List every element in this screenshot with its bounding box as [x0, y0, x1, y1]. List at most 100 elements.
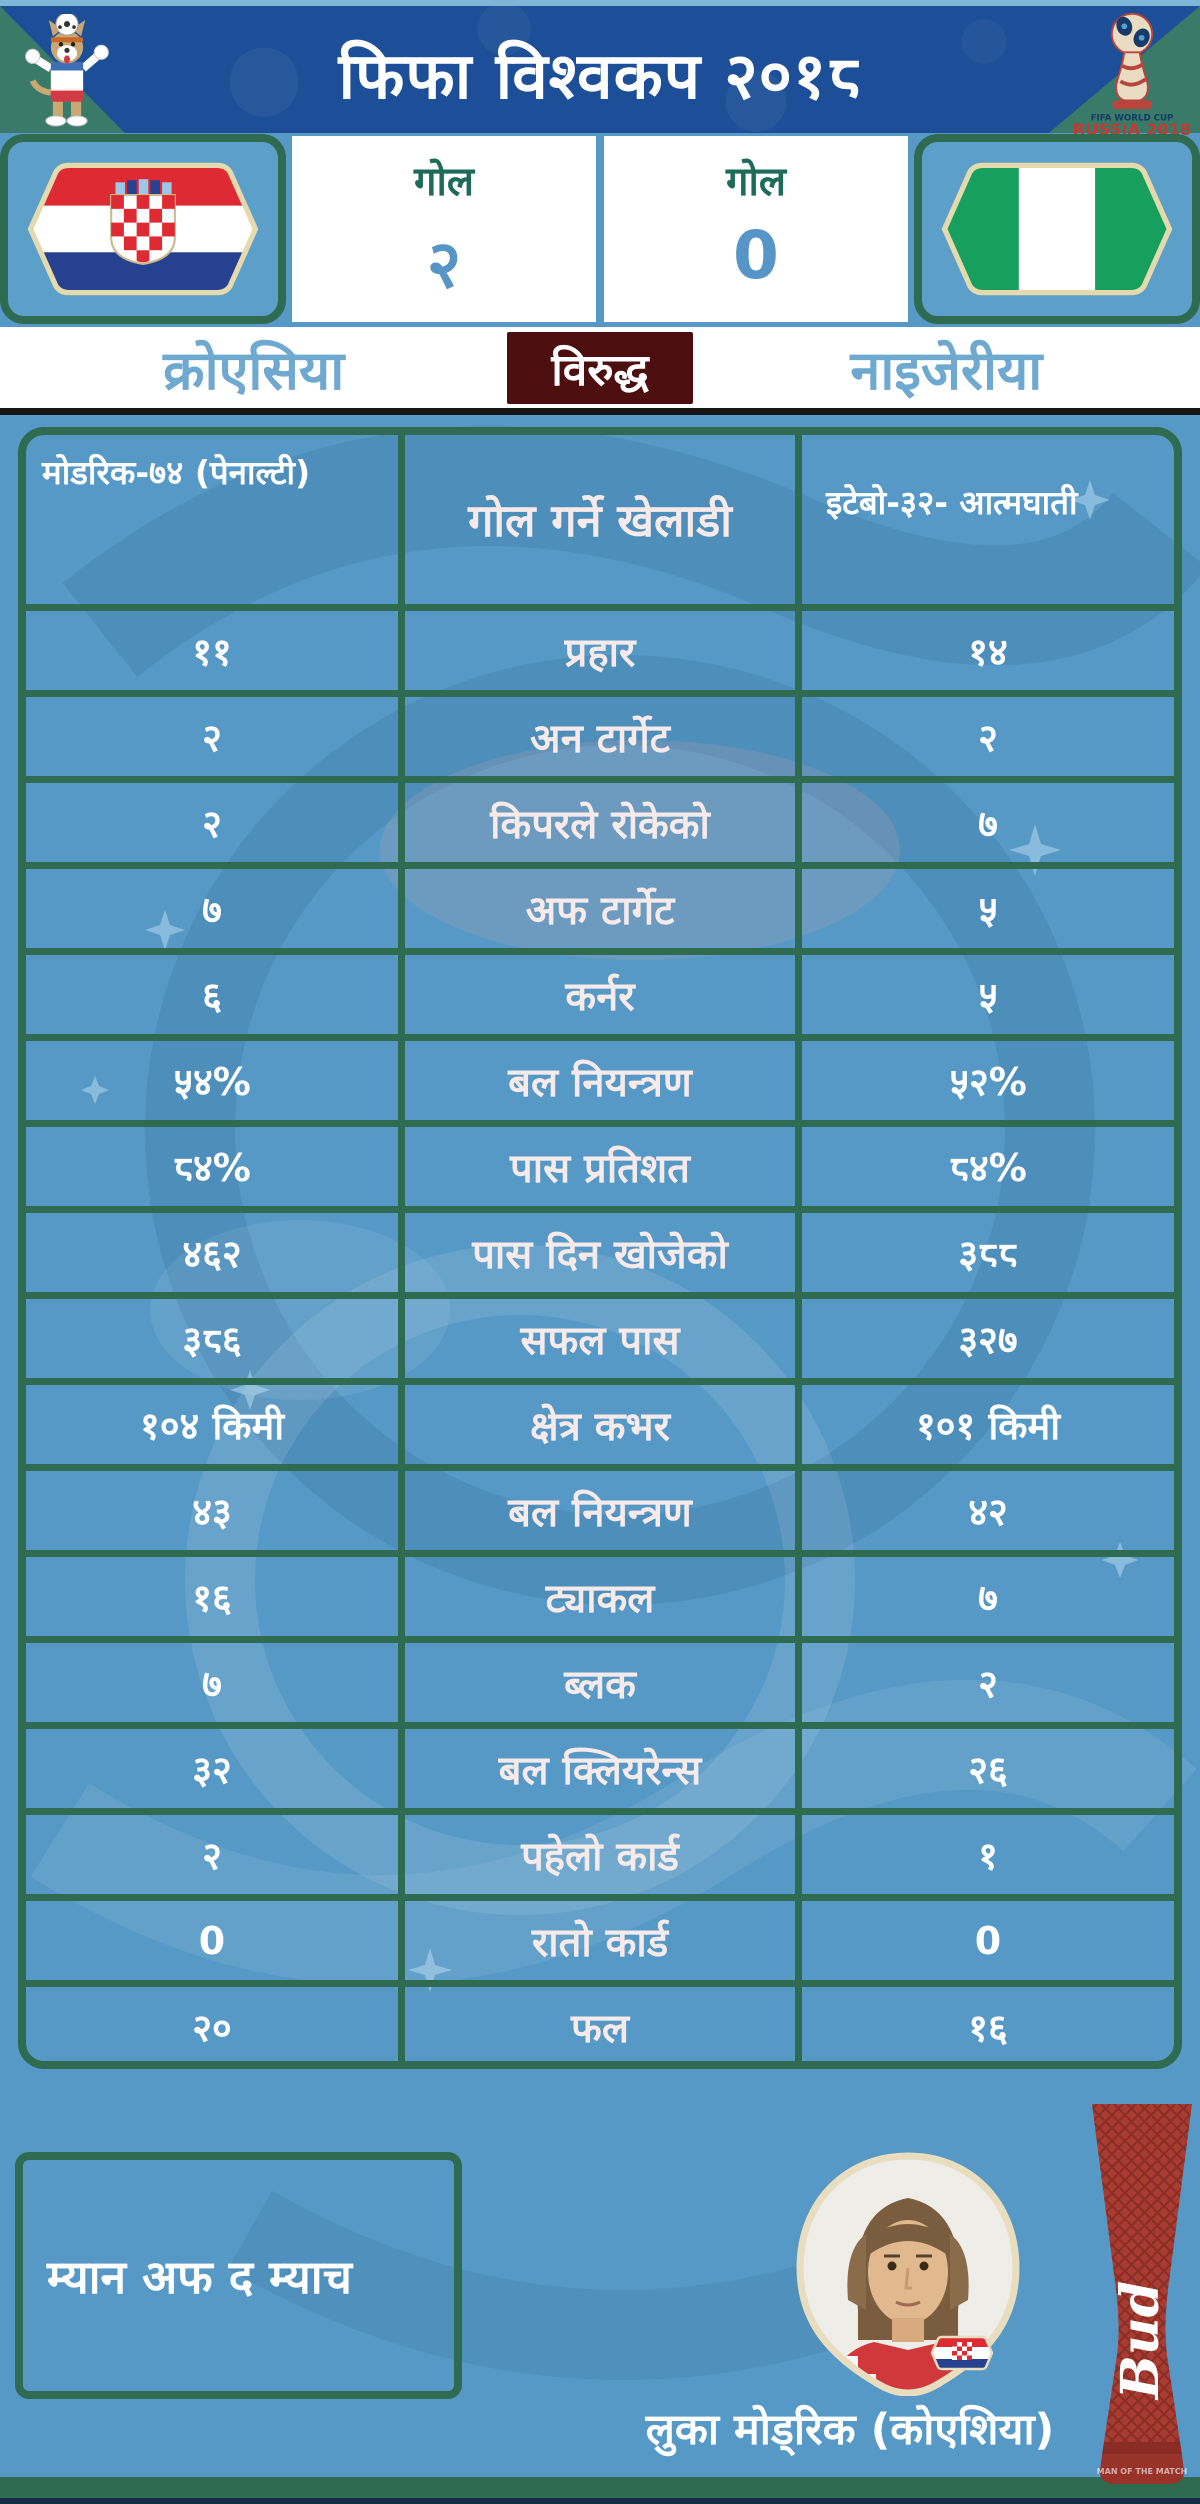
bottom-navy-strip	[0, 2498, 1200, 2504]
away-score: 0	[733, 217, 779, 294]
stat-label: बल क्लियरेन्स	[398, 1729, 802, 1808]
zabivaka-mascot-icon	[25, 14, 109, 127]
home-value: 0	[198, 1918, 226, 1963]
home-value: ४६२	[182, 1231, 242, 1276]
away-value: १४	[968, 629, 1008, 674]
away-value: ७	[978, 1575, 998, 1620]
stat-label: ब्लक	[398, 1643, 802, 1722]
stat-row-off-target: ७ अफ टार्गेट ५	[26, 862, 1174, 948]
home-value: ११	[192, 629, 232, 674]
stat-label: ट्याकल	[398, 1557, 802, 1636]
stat-row-distance-covered: १०४ किमी क्षेत्र कभर १०१ किमी	[26, 1378, 1174, 1464]
away-value: १६	[968, 2005, 1008, 2050]
stat-label: अन टार्गेट	[398, 697, 802, 776]
away-value: ८४%	[949, 1145, 1027, 1190]
stat-row-on-target: २ अन टार्गेट २	[26, 690, 1174, 776]
away-value: ४२	[968, 1489, 1008, 1534]
stat-row-fouls: २० फल १६	[26, 1980, 1174, 2061]
logo-caption-1: FIFA WORLD CUP	[1091, 114, 1174, 124]
stat-row-ball-recovered: ४३ बल नियन्त्रण ४२	[26, 1464, 1174, 1550]
team-names-row: क्रोएसिया विरुद्ध नाइजेरीया	[0, 327, 1200, 415]
stat-label: सफल पास	[398, 1299, 802, 1378]
stat-row-passes-attempted: ४६२ पास दिन खोजेको ३८८	[26, 1206, 1174, 1292]
banner-background	[0, 6, 1200, 133]
home-value: ७	[202, 887, 222, 932]
home-team-name: क्रोएसिया	[163, 338, 345, 402]
home-value: ५४%	[173, 1059, 251, 1104]
stat-row-pass-percent: ८४% पास प्रतिशत ८४%	[26, 1120, 1174, 1206]
home-value: ७	[202, 1661, 222, 1706]
bud-brand-text: Bud	[1110, 2281, 1171, 2401]
away-value: १	[978, 1833, 998, 1878]
away-goal-label: गोल	[726, 159, 786, 205]
away-value: १०१ किमी	[915, 1403, 1061, 1448]
away-score-cell: गोल 0	[604, 136, 908, 322]
away-flag-panel	[914, 134, 1200, 324]
stat-row-red-cards: 0 रातो कार्ड 0	[26, 1894, 1174, 1980]
stat-label: कर्नर	[398, 955, 802, 1034]
home-value: २०	[192, 2005, 232, 2050]
home-value: ६	[202, 973, 222, 1018]
stat-row-clearances: ३२ बल क्लियरेन्स २६	[26, 1722, 1174, 1808]
home-flag-panel	[0, 134, 286, 324]
scoreboard: गोल २ गोल 0	[0, 133, 1200, 325]
fifa-worldcup-logo: FIFA WORLD CUP RUSSIA 2018	[1073, 12, 1192, 138]
man-of-the-match-box: म्यान अफ द म्याच	[15, 2152, 462, 2399]
away-value: ३८८	[958, 1231, 1018, 1276]
stat-label: क्षेत्र कभर	[398, 1385, 802, 1464]
away-value: २६	[968, 1747, 1008, 1792]
away-scorers: इटेबो-३२- आत्मघाती	[826, 483, 1078, 522]
bud-trophy-icon: Bud MAN OF THE MATCH	[1092, 2104, 1192, 2484]
bottom-green-strip	[0, 2477, 1200, 2498]
home-scorers: मोडरिक-७४ (पेनाल्टी)	[42, 453, 311, 492]
logo-caption-2: RUSSIA 2018	[1073, 120, 1192, 138]
home-score-cell: गोल २	[292, 136, 596, 322]
stats-table: मोडरिक-७४ (पेनाल्टी) गोल गर्ने खेलाडी इट…	[18, 427, 1182, 2069]
away-value: ५	[978, 973, 998, 1018]
stat-row-tackles: १६ ट्याकल ७	[26, 1550, 1174, 1636]
stat-label: अफ टार्गेट	[398, 869, 802, 948]
page-title: फिफा विश्वकप २०१८	[338, 40, 862, 114]
trophy-caption-text: MAN OF THE MATCH	[1097, 2467, 1188, 2476]
versus-badge: विरुद्ध	[507, 331, 693, 404]
stat-row-blocks: ७ ब्लक २	[26, 1636, 1174, 1722]
stat-row-possession: ५४% बल नियन्त्रण ५२%	[26, 1034, 1174, 1120]
scorers-row: मोडरिक-७४ (पेनाल्टी) गोल गर्ने खेलाडी इट…	[26, 435, 1174, 604]
home-value: १०४ किमी	[139, 1403, 285, 1448]
stat-label: बल नियन्त्रण	[398, 1041, 802, 1120]
away-value: 0	[974, 1918, 1002, 1963]
stat-row-keeper-saves: २ किपरले रोकेको ७	[26, 776, 1174, 862]
scorers-label: गोल गर्ने खेलाडी	[398, 435, 802, 604]
home-value: ३२	[192, 1747, 232, 1792]
top-edge-strip	[0, 0, 1200, 6]
home-value: २	[202, 801, 222, 846]
home-goal-label: गोल	[414, 159, 474, 205]
stat-label: पास प्रतिशत	[398, 1127, 802, 1206]
header-banner: फिफा विश्वकप २०१८	[0, 6, 1200, 138]
away-value: २	[978, 715, 998, 760]
stat-row-yellow-cards: २ पहेलो कार्ड १	[26, 1808, 1174, 1894]
away-value: २	[978, 1661, 998, 1706]
away-team-name: नाइजेरीया	[850, 338, 1043, 402]
away-value: ५	[978, 887, 998, 932]
home-value: १६	[192, 1575, 232, 1620]
home-value: ३८६	[182, 1317, 242, 1362]
away-value: ३२७	[958, 1317, 1018, 1362]
home-value: ८४%	[173, 1145, 251, 1190]
home-value: २	[202, 1833, 222, 1878]
stat-label: पास दिन खोजेको	[398, 1213, 802, 1292]
away-value: ७	[978, 801, 998, 846]
croatia-badge-icon	[930, 2335, 994, 2371]
stat-label: बल नियन्त्रण	[398, 1471, 802, 1550]
home-value: ४३	[192, 1489, 232, 1534]
stat-label: प्रहार	[398, 611, 802, 690]
stat-label: फल	[398, 1987, 802, 2061]
man-of-the-match-label: म्यान अफ द म्याच	[47, 2249, 352, 2304]
home-score: २	[426, 226, 462, 303]
stat-row-passes-completed: ३८६ सफल पास ३२७	[26, 1292, 1174, 1378]
nigeria-flag-icon	[941, 162, 1173, 296]
player-name-caption: लुका मोड्रिक (कोएशिया)	[645, 2405, 1055, 2455]
stat-label: पहेलो कार्ड	[398, 1815, 802, 1894]
away-value: ५२%	[949, 1059, 1027, 1104]
